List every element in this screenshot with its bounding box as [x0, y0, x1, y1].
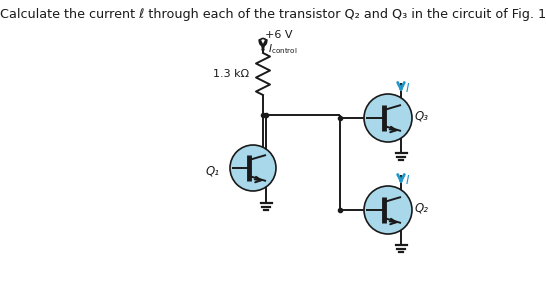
Text: Q₃: Q₃	[415, 110, 429, 123]
Ellipse shape	[364, 94, 412, 142]
Text: Q₁: Q₁	[206, 164, 220, 178]
Ellipse shape	[364, 186, 412, 234]
Text: Q₂: Q₂	[415, 201, 429, 215]
Text: $\mathit{I}$: $\mathit{I}$	[405, 175, 410, 187]
Text: 1.3 kΩ: 1.3 kΩ	[213, 69, 249, 79]
Ellipse shape	[230, 145, 276, 191]
Text: Calculate the current ℓ through each of the transistor Q₂ and Q₃ in the circuit : Calculate the current ℓ through each of …	[0, 8, 546, 21]
Text: +6 V: +6 V	[265, 30, 293, 40]
Text: $\mathit{I}_{\mathrm{control}}$: $\mathit{I}_{\mathrm{control}}$	[268, 42, 298, 56]
Text: $\mathit{I}$: $\mathit{I}$	[405, 83, 410, 95]
